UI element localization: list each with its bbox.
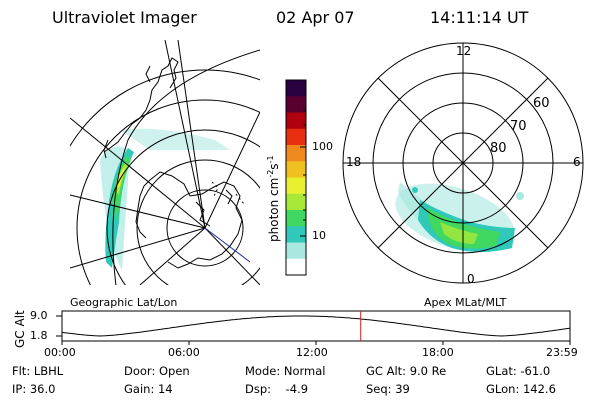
timeline-xtick-0000: 00:00 (44, 346, 76, 359)
timeline-axis-label: GC Alt (13, 310, 27, 348)
timeline-ytick-max: 9.0 (30, 309, 48, 322)
colorbar-segment (286, 128, 306, 146)
mlt-label-18: 18 (346, 155, 362, 169)
dsp-info: Dsp: -4.9 (245, 382, 309, 396)
mode-info: Mode: Normal (245, 364, 326, 378)
colorbar-segment (286, 177, 306, 195)
colorbar-segment (286, 226, 306, 244)
mlt-label-12: 12 (456, 44, 472, 58)
colorbar-segment (286, 80, 306, 97)
mlat-label-60: 60 (533, 96, 550, 111)
colorbar-segment (286, 210, 306, 227)
seq-info: Seq: 39 (366, 382, 410, 396)
colorbar-tick-10: 10 (312, 229, 326, 242)
glon-info: GLon: 142.6 (486, 382, 556, 396)
timeline-xtick-0600: 06:00 (168, 346, 200, 359)
geographic-map (70, 40, 260, 285)
colorbar-segment (286, 258, 306, 276)
instrument-title: Ultraviolet Imager (52, 8, 197, 27)
polar-plot (342, 42, 584, 284)
colorbar-segment (286, 242, 306, 260)
colorbar (285, 79, 307, 276)
colorbar-segment (286, 96, 306, 114)
geographic-panel-label: Geographic Lat/Lon (70, 296, 178, 309)
timeline-xtick-1200: 12:00 (296, 346, 328, 359)
colorbar-unit-label: photon cm-2s-1 (266, 155, 281, 242)
timeline-xtick-1800: 18:00 (422, 346, 454, 359)
gc-alt-info: GC Alt: 9.0 Re (366, 364, 447, 378)
apex-panel-label: Apex MLat/MLT (424, 296, 507, 309)
timeline-ytick-min: 1.8 (30, 329, 48, 342)
colorbar-segment (286, 112, 306, 130)
mlat-label-80: 80 (490, 141, 507, 156)
glat-info: GLat: -61.0 (486, 364, 551, 378)
time-label: 14:11:14 UT (430, 8, 529, 27)
filter-info: Flt: LBHL (12, 364, 64, 378)
altitude-timeline (56, 310, 571, 345)
colorbar-tick-100: 100 (312, 140, 333, 153)
colorbar-segment (286, 145, 306, 162)
date-label: 02 Apr 07 (276, 8, 355, 27)
mlt-label-6: 6 (573, 155, 581, 169)
gain-info: Gain: 14 (124, 382, 173, 396)
colorbar-segment (286, 193, 306, 211)
mlt-label-0: 0 (467, 272, 475, 286)
timeline-xtick-2359: 23:59 (546, 346, 578, 359)
door-info: Door: Open (124, 364, 190, 378)
ip-info: IP: 36.0 (12, 382, 56, 396)
colorbar-segment (286, 161, 306, 179)
mlat-label-70: 70 (510, 119, 527, 134)
